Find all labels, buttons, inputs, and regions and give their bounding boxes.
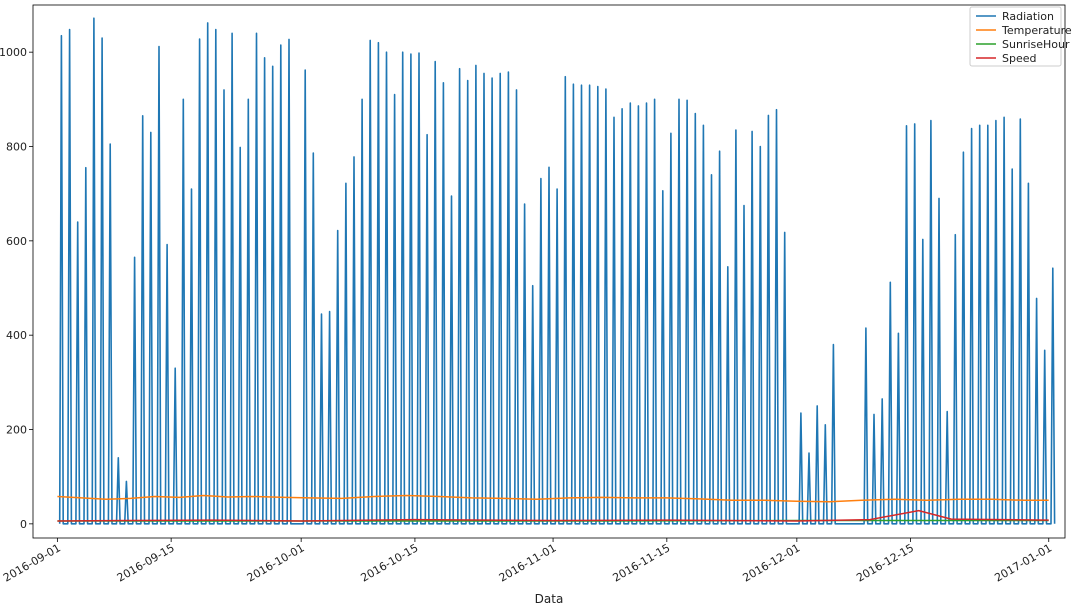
y-tick-label: 0 <box>20 518 27 531</box>
series-line-temperature <box>57 494 1049 503</box>
series-layer <box>57 17 1056 525</box>
y-tick-label: 800 <box>6 141 27 154</box>
x-axis-label: Data <box>535 592 564 606</box>
legend-label-speed: Speed <box>1002 52 1036 65</box>
y-axis: 0 200 400 600 800 1000 <box>0 46 33 531</box>
legend-label-temperature: Temperature <box>1001 24 1072 37</box>
legend-frame <box>969 6 1062 67</box>
plot-frame <box>32 4 1066 539</box>
series-line-radiation <box>58 17 1056 525</box>
y-tick-label: 1000 <box>0 46 27 59</box>
legend-label-sunrisehour: SunriseHour <box>1002 38 1070 51</box>
y-tick-label: 600 <box>6 235 27 248</box>
y-tick-label: 200 <box>6 424 27 437</box>
y-tick-label: 400 <box>6 329 27 342</box>
series-line-speed <box>57 509 1049 522</box>
legend-label-radiation: Radiation <box>1002 10 1054 23</box>
